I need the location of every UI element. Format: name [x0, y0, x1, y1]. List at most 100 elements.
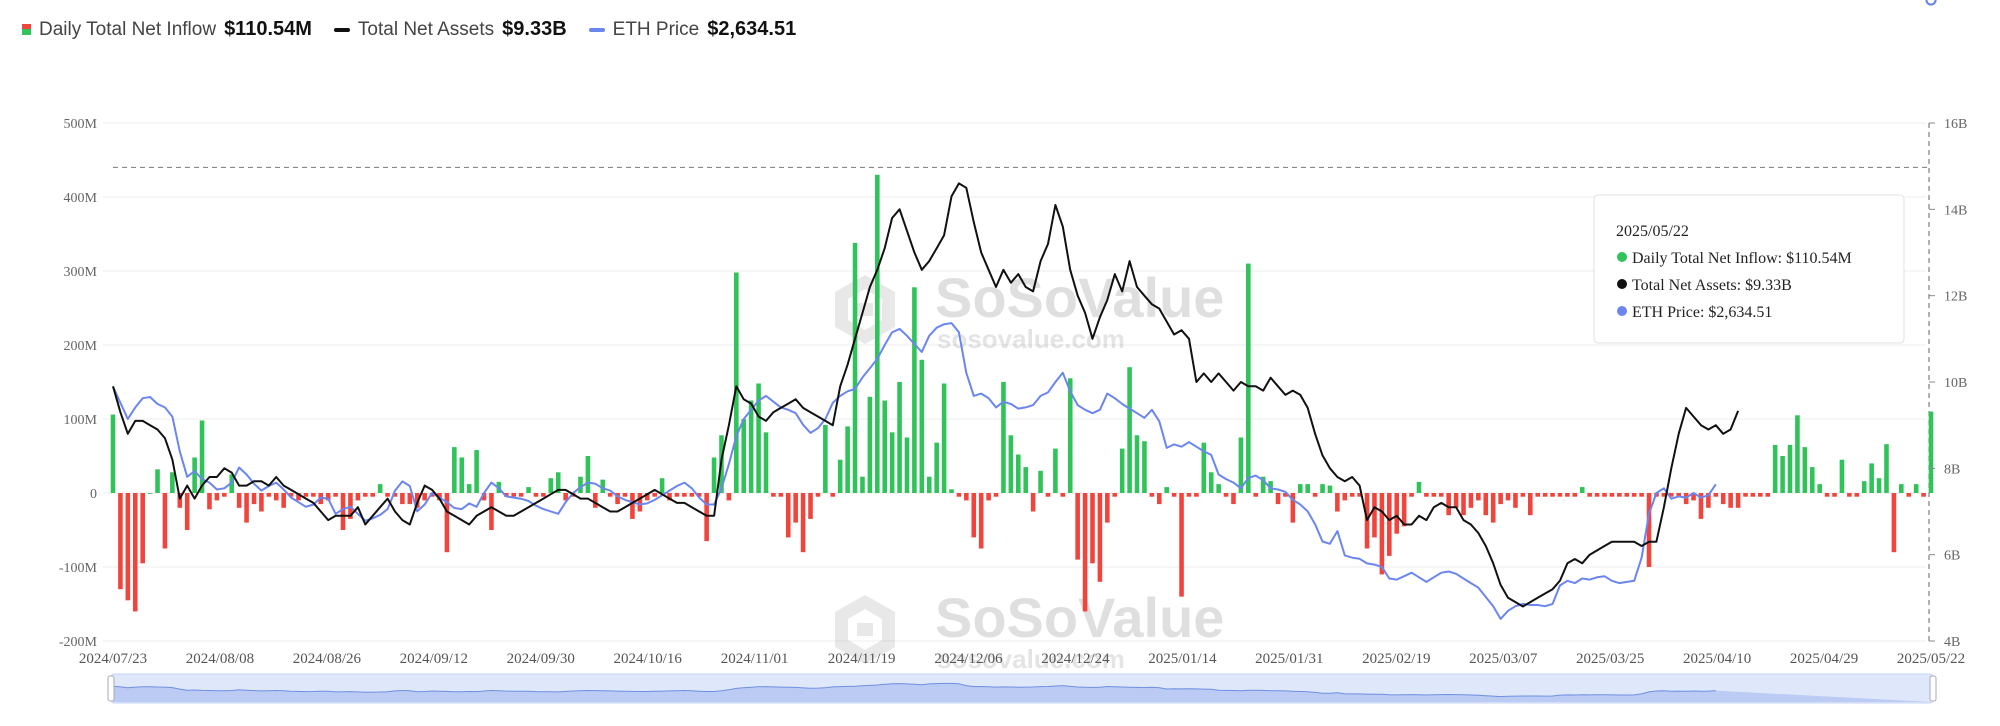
inflow-bar	[644, 493, 650, 501]
inflow-bar	[711, 457, 717, 493]
x-tick-label: 2025/01/14	[1148, 651, 1217, 667]
inflow-bar	[1765, 493, 1771, 497]
legend-item-total-net-assets[interactable]: Total Net Assets $9.33B	[333, 18, 567, 41]
inflow-bar	[140, 493, 145, 564]
eth-price-line	[112, 322, 1717, 620]
left-tick-label: 100M	[64, 413, 98, 428]
inflow-bar	[1579, 487, 1585, 493]
inflow-bar	[1609, 493, 1615, 497]
inflow-bar	[325, 493, 331, 501]
inflow-bar	[1186, 493, 1192, 497]
inflow-bar	[1861, 481, 1867, 493]
inflow-bar	[1505, 493, 1511, 501]
inflow-bar	[897, 382, 902, 493]
inflow-bar	[407, 493, 413, 505]
inflow-bar	[1498, 493, 1503, 505]
inflow-bar	[1698, 493, 1704, 519]
inflow-bar	[370, 493, 376, 497]
inflow-bar	[400, 493, 405, 505]
inflow-bar	[585, 456, 591, 493]
inflow-bar	[1691, 493, 1696, 501]
inflow-bar	[1335, 493, 1340, 512]
inflow-bar	[1105, 493, 1110, 523]
inflow-bar	[1743, 493, 1748, 497]
inflow-bar	[1490, 493, 1496, 523]
legend-item-daily-inflow[interactable]: Daily Total Net Inflow $110.54M	[22, 18, 312, 41]
inflow-bar	[422, 493, 427, 501]
right-tick-label: 10B	[1944, 376, 1967, 391]
inflow-bar	[1305, 484, 1310, 493]
right-tick-label: 16B	[1944, 117, 1967, 132]
x-tick-label: 2025/03/07	[1469, 651, 1538, 667]
inflow-bar	[1156, 493, 1162, 505]
inflow-bar	[548, 478, 554, 493]
inflow-bar	[674, 493, 680, 497]
inflow-bar	[244, 493, 249, 523]
legend-item-eth-price[interactable]: ETH Price $2,634.51	[588, 18, 796, 41]
inflow-bar	[1394, 493, 1400, 534]
x-tick-label: 2025/05/22	[1897, 651, 1965, 667]
tooltip: 2025/05/22 Daily Total Net Inflow: $110.…	[1593, 194, 1905, 344]
right-tick-label: 12B	[1944, 290, 1967, 305]
inflow-bar	[385, 493, 390, 497]
inflow-bar	[889, 432, 895, 493]
inflow-bar	[1112, 493, 1118, 497]
inflow-bar	[1023, 467, 1029, 493]
inflow-bar	[1795, 415, 1800, 493]
legend-value: $9.33B	[502, 18, 567, 40]
legend-label: ETH Price	[612, 18, 700, 40]
x-tick-label: 2025/03/25	[1576, 651, 1644, 667]
inflow-bar	[147, 493, 153, 494]
x-tick-label: 2024/10/16	[614, 651, 683, 667]
line-swatch-icon	[588, 27, 605, 32]
inflow-bar	[1119, 448, 1125, 493]
inflow-bar	[1208, 472, 1214, 493]
inflow-bar	[867, 396, 873, 493]
inflow-bar	[845, 426, 850, 493]
inflow-bar	[1090, 493, 1095, 564]
inflow-bar	[748, 400, 754, 493]
inflow-bar	[1535, 493, 1541, 497]
x-tick-label: 2024/12/06	[934, 651, 1003, 667]
navigator-series	[113, 683, 1931, 702]
range-navigator[interactable]	[107, 673, 1937, 704]
inflow-bar	[1661, 493, 1667, 497]
inflow-bar	[1179, 493, 1184, 597]
inflow-bar	[1075, 493, 1080, 560]
inflow-bar	[170, 472, 175, 493]
inflow-bar	[444, 493, 450, 553]
inflow-bar	[1832, 493, 1837, 497]
inflow-bar	[518, 493, 524, 497]
inflow-bar	[1572, 493, 1578, 497]
inflow-bar	[1542, 493, 1548, 497]
inflow-bar	[125, 493, 131, 601]
navigator-handle-right[interactable]	[1929, 675, 1937, 702]
inflow-bar	[978, 493, 984, 549]
inflow-bar	[489, 493, 494, 530]
inflow-bar	[852, 242, 858, 493]
inflow-bar	[1668, 493, 1674, 497]
inflow-bar	[1624, 493, 1630, 497]
inflow-bar	[214, 493, 220, 501]
inflow-bar	[333, 493, 338, 497]
inflow-bar	[1097, 493, 1103, 582]
inflow-bar	[763, 432, 769, 493]
inflow-bar	[1238, 437, 1244, 493]
inflow-bar	[1646, 493, 1652, 567]
inflow-bar	[1216, 484, 1221, 493]
inflow-bar	[1171, 493, 1177, 497]
tooltip-dot-price	[1617, 306, 1627, 316]
inflow-bar	[526, 487, 531, 493]
inflow-bar	[1253, 493, 1259, 497]
navigator-handle-left[interactable]	[107, 675, 115, 702]
inflow-bar	[296, 493, 301, 501]
tooltip-box	[1593, 194, 1905, 344]
inflow-bar	[1928, 411, 1934, 493]
inflow-bar	[1550, 493, 1555, 497]
inflow-bar	[1438, 493, 1444, 497]
inflow-bar	[949, 489, 954, 493]
inflow-bar	[682, 493, 687, 497]
inflow-bar	[1594, 493, 1600, 497]
inflow-bar	[1290, 493, 1296, 523]
